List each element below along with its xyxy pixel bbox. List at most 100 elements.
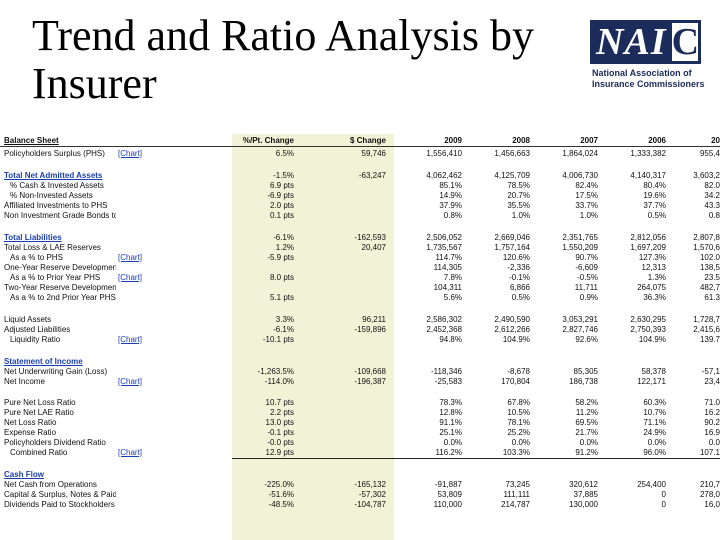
cell-y5: 278,0: [699, 490, 720, 499]
cell-pct: -51.6%: [268, 490, 294, 499]
cell-y5: [672, 357, 720, 367]
cell-pct: [232, 357, 294, 367]
header-balance-sheet: Balance Sheet: [4, 136, 59, 145]
table-row: Total Net Admitted Assets -1.5% -63,247 4,0…: [0, 171, 720, 181]
table-row: Liquid Assets 3.3% 96,211 2,586,302 2,490,59…: [0, 315, 720, 325]
cell-y2: 6,866: [509, 283, 530, 292]
row-label: Capital & Surplus, Notes & Paid-In: [4, 490, 116, 499]
cell-y2: 78.5%: [507, 181, 530, 190]
cell-y4: [604, 357, 666, 367]
cell-dollar: [296, 438, 386, 448]
cell-y1: -91,887: [434, 480, 462, 489]
cell-y1: 14.9%: [439, 191, 462, 200]
row-label[interactable]: Statement of Income: [4, 357, 83, 366]
cell-y1: 2,506,052: [426, 233, 462, 242]
cell-y3: -6,609: [575, 263, 598, 272]
logo-letters: NAI: [590, 20, 669, 64]
cell-pct: 8.0 pts: [269, 273, 294, 282]
cell-y5: 34.2: [704, 191, 720, 200]
cell-y1: -25,583: [434, 377, 462, 386]
row-label: As a % to Prior Year PHS: [10, 273, 101, 282]
cell-pct: 6.9 pts: [269, 181, 294, 190]
row-label: Liquidity Ratio: [10, 335, 61, 344]
cell-y5: 16.9: [704, 428, 720, 437]
cell-y5: -57,1: [701, 367, 720, 376]
cell-y4: 127.3%: [638, 253, 666, 262]
table-row: % Cash & Invested Assets 6.9 pts 85.1% 78.5…: [0, 181, 720, 191]
cell-y2: 0.0%: [511, 438, 530, 447]
cell-y3: 85,305: [573, 367, 598, 376]
table-row: Statement of Income: [0, 357, 720, 367]
cell-y1: 12.8%: [439, 408, 462, 417]
table-row: One-Year Reserve Development 114,305 -2,33…: [0, 263, 720, 273]
cell-dollar: [296, 470, 386, 480]
row-label: Dividends Paid to Stockholders: [4, 500, 115, 509]
table-row: Net Income [Chart] -114.0% -196,387 -25,583 1…: [0, 377, 720, 387]
cell-y4: 10.7%: [643, 408, 666, 417]
cell-y4: 0.0%: [647, 438, 666, 447]
cell-y2: 4,125,709: [494, 171, 530, 180]
cell-y3: 2,351,765: [562, 233, 598, 242]
total-divider: [232, 458, 720, 459]
cell-y4: 96.0%: [643, 448, 666, 457]
label-column-background: [0, 134, 232, 540]
chart-link[interactable]: [Chart]: [118, 273, 143, 282]
row-label: Two-Year Reserve Development: [4, 283, 116, 292]
cell-y4: 264,075: [637, 283, 666, 292]
table-row: Combined Ratio [Chart] 12.9 pts 116.2% 103.3…: [0, 448, 720, 458]
table-row: Policyholders Dividend Ratio -0.0 pts 0.0%…: [0, 438, 720, 448]
row-label: Liquid Assets: [4, 315, 52, 324]
table-row: Non Investment Grade Bonds to PHS 0.1 pts…: [0, 211, 720, 221]
table-row: Cash Flow: [0, 470, 720, 480]
cell-dollar: [296, 448, 386, 458]
table-header-row: Balance Sheet %/Pt. Change $ Change 2009…: [0, 136, 720, 146]
cell-y2: 10.5%: [507, 408, 530, 417]
cell-y5: 23.5: [704, 273, 720, 282]
chart-link[interactable]: [Chart]: [118, 253, 143, 262]
cell-y4: 104.9%: [638, 335, 666, 344]
chart-link[interactable]: [Chart]: [118, 448, 143, 457]
cell-y2: 2,612,266: [494, 325, 530, 334]
table-row: As a % to Prior Year PHS [Chart] 8.0 pts 7.…: [0, 273, 720, 283]
cell-y4: 254,400: [637, 480, 666, 489]
cell-pct: 5.1 pts: [269, 293, 294, 302]
row-label[interactable]: Total Liabilities: [4, 233, 62, 242]
cell-y4: 1.3%: [647, 273, 666, 282]
cell-y1: 110,000: [433, 500, 462, 509]
header-dollar-change: $ Change: [349, 136, 386, 145]
cell-y2: 2,490,590: [494, 315, 530, 324]
chart-link[interactable]: [Chart]: [118, 335, 143, 344]
cell-y1: 2,452,368: [426, 325, 462, 334]
cell-pct: 12.9 pts: [265, 448, 294, 457]
cell-y3: 90.7%: [575, 253, 598, 262]
chart-link[interactable]: [Chart]: [118, 377, 143, 386]
chart-link[interactable]: [Chart]: [118, 149, 143, 158]
cell-dollar: [296, 201, 386, 211]
cell-dollar: 59,746: [361, 149, 386, 158]
row-label[interactable]: Total Net Admitted Assets: [4, 171, 103, 180]
cell-y2: 1.0%: [511, 211, 530, 220]
table-row: Policyholders Surplus (PHS) [Chart] 6.5% 59…: [0, 149, 720, 159]
cell-y4: 1,333,382: [630, 149, 666, 158]
row-label: Policyholders Dividend Ratio: [4, 438, 106, 447]
table-row: Total Liabilities -6.1% -162,593 2,506,052 2…: [0, 233, 720, 243]
cell-y1: -118,346: [431, 367, 462, 376]
cell-y4: 12,313: [641, 263, 666, 272]
cell-y4: 71.1%: [643, 418, 666, 427]
cell-dollar: [296, 253, 386, 263]
ratio-analysis-table: Balance Sheet %/Pt. Change $ Change 2009…: [0, 134, 720, 540]
cell-y2: 111,111: [503, 490, 530, 499]
cell-pct: 2.0 pts: [269, 201, 294, 210]
cell-y4: 80.4%: [643, 181, 666, 190]
row-label[interactable]: Cash Flow: [4, 470, 45, 479]
cell-y3: 58.2%: [575, 398, 598, 407]
cell-y3: [536, 357, 598, 367]
cell-y3: 1,550,209: [562, 243, 598, 252]
cell-y3: 0.9%: [579, 293, 598, 302]
cell-y3: 0.0%: [579, 438, 598, 447]
table-row: Expense Ratio -0.1 pts 25.1% 25.2% 21.7% 24.9…: [0, 428, 720, 438]
table-row: As a % to 2nd Prior Year PHS 5.1 pts 5.6% 0…: [0, 293, 720, 303]
cell-y1: 7.8%: [443, 273, 462, 282]
cell-y1: 116.2%: [435, 448, 462, 457]
cell-dollar: -104,787: [354, 500, 386, 509]
